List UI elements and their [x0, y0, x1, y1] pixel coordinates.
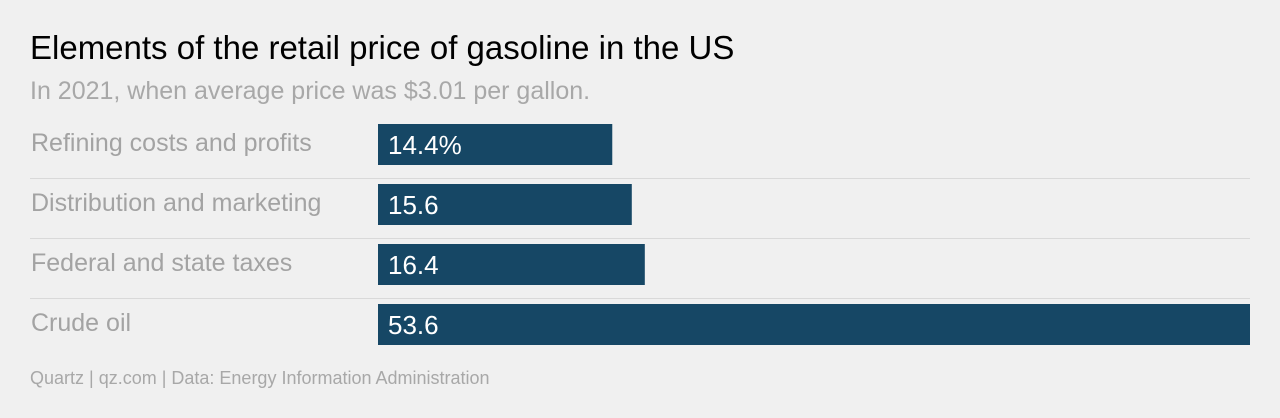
chart-subtitle: In 2021, when average price was $3.01 pe…: [30, 77, 591, 105]
bar: [378, 184, 632, 225]
bar: [378, 244, 645, 285]
bar: [378, 124, 613, 165]
category-label: Federal and state taxes: [31, 249, 292, 277]
bar: [378, 304, 1250, 345]
chart-title: Elements of the retail price of gasoline…: [30, 29, 735, 66]
source-credit: Quartz | qz.com | Data: Energy Informati…: [30, 368, 490, 388]
category-label: Crude oil: [31, 309, 131, 337]
value-label: 16.4: [388, 250, 439, 280]
category-label: Refining costs and profits: [31, 129, 312, 157]
value-label: 14.4%: [388, 130, 462, 160]
value-label: 15.6: [388, 190, 439, 220]
category-label: Distribution and marketing: [31, 189, 321, 217]
value-label: 53.6: [388, 310, 439, 340]
